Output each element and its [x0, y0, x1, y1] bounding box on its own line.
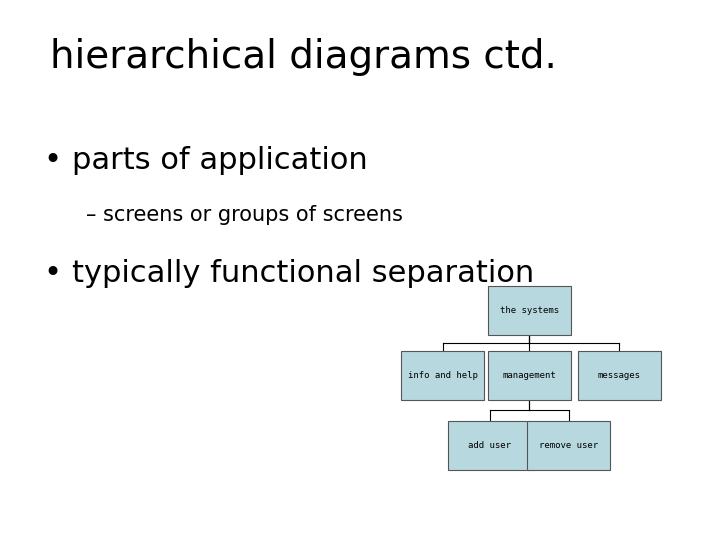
FancyBboxPatch shape — [488, 351, 571, 400]
Text: •: • — [43, 146, 61, 175]
FancyBboxPatch shape — [448, 421, 531, 470]
FancyBboxPatch shape — [488, 286, 571, 335]
FancyBboxPatch shape — [577, 351, 661, 400]
Text: – screens or groups of screens: – screens or groups of screens — [86, 205, 403, 225]
Text: typically functional separation: typically functional separation — [72, 259, 534, 288]
Text: •: • — [43, 259, 61, 288]
Text: info and help: info and help — [408, 371, 478, 380]
Text: remove user: remove user — [539, 441, 598, 450]
Text: add user: add user — [468, 441, 511, 450]
Text: hierarchical diagrams ctd.: hierarchical diagrams ctd. — [50, 38, 557, 76]
Text: parts of application: parts of application — [72, 146, 368, 175]
FancyBboxPatch shape — [527, 421, 611, 470]
Text: management: management — [503, 371, 556, 380]
Text: messages: messages — [598, 371, 641, 380]
FancyBboxPatch shape — [402, 351, 484, 400]
Text: the systems: the systems — [500, 306, 559, 315]
